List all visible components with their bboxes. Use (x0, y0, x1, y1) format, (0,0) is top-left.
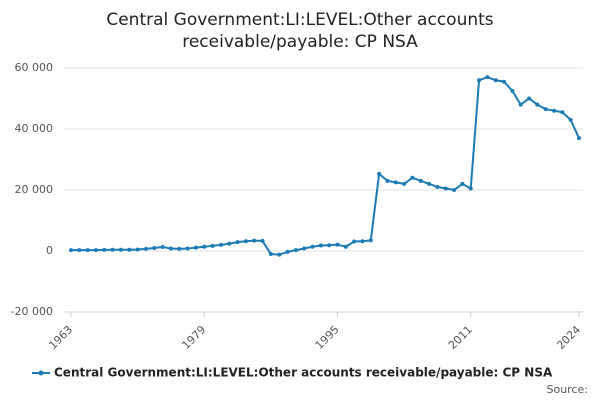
point (368, 238, 373, 243)
point (310, 244, 315, 249)
point (160, 245, 165, 250)
point (268, 252, 273, 257)
point (477, 78, 482, 83)
point (235, 240, 240, 245)
point (327, 243, 332, 248)
point (285, 249, 290, 254)
point (393, 180, 398, 185)
point (402, 181, 407, 186)
point (252, 238, 257, 243)
point (552, 108, 557, 113)
x-tick-label: 1995 (313, 323, 342, 352)
point (102, 247, 107, 252)
point (485, 75, 490, 80)
point (118, 247, 123, 252)
point (210, 243, 215, 248)
point (443, 186, 448, 191)
point (352, 239, 357, 244)
point (168, 246, 173, 251)
point (377, 171, 382, 176)
point (577, 136, 581, 141)
y-tick-label: 40 000 (15, 122, 54, 135)
point (527, 96, 532, 101)
point (110, 247, 115, 252)
point (535, 102, 540, 107)
legend-marker (38, 370, 44, 376)
point (93, 248, 98, 253)
point (335, 242, 340, 247)
point (510, 88, 515, 93)
y-tick-label: -20 000 (11, 305, 53, 318)
point (418, 178, 423, 183)
point (202, 244, 207, 249)
x-tick-label: 2024 (554, 323, 583, 352)
point (152, 245, 157, 250)
legend-label: Central Government:LI:LEVEL:Other accoun… (54, 366, 553, 380)
point (452, 188, 457, 192)
point (518, 102, 523, 107)
point (435, 184, 440, 189)
y-tick-label: 0 (46, 244, 53, 257)
point (468, 186, 473, 191)
point (218, 242, 223, 247)
point (568, 117, 573, 122)
point (127, 247, 132, 252)
y-tick-label: 60 000 (15, 61, 54, 74)
point (385, 178, 390, 183)
point (193, 245, 198, 250)
point (410, 175, 415, 180)
point (243, 239, 248, 244)
point (69, 248, 73, 253)
series-line (71, 76, 580, 256)
point (427, 181, 432, 186)
chart-title: Central Government:LI:LEVEL:Other accoun… (106, 10, 493, 52)
point (143, 246, 148, 251)
y-tick-label: 20 000 (15, 183, 54, 196)
point (318, 243, 323, 248)
point (493, 78, 498, 83)
point (135, 247, 140, 252)
point (277, 252, 282, 257)
point (302, 246, 307, 251)
point (185, 246, 190, 251)
point (502, 79, 507, 84)
point (77, 248, 82, 253)
point (343, 244, 348, 249)
point (293, 248, 298, 253)
point (260, 238, 265, 243)
point (360, 239, 365, 244)
x-tick-label: 2011 (446, 323, 475, 352)
point (460, 181, 465, 186)
source: Source: (547, 383, 589, 396)
point (177, 246, 182, 251)
x-tick-label: 1979 (179, 323, 208, 352)
x-tick-label: 1963 (46, 323, 75, 352)
point (560, 110, 565, 115)
point (85, 248, 90, 253)
point (227, 241, 232, 246)
point (543, 107, 548, 112)
